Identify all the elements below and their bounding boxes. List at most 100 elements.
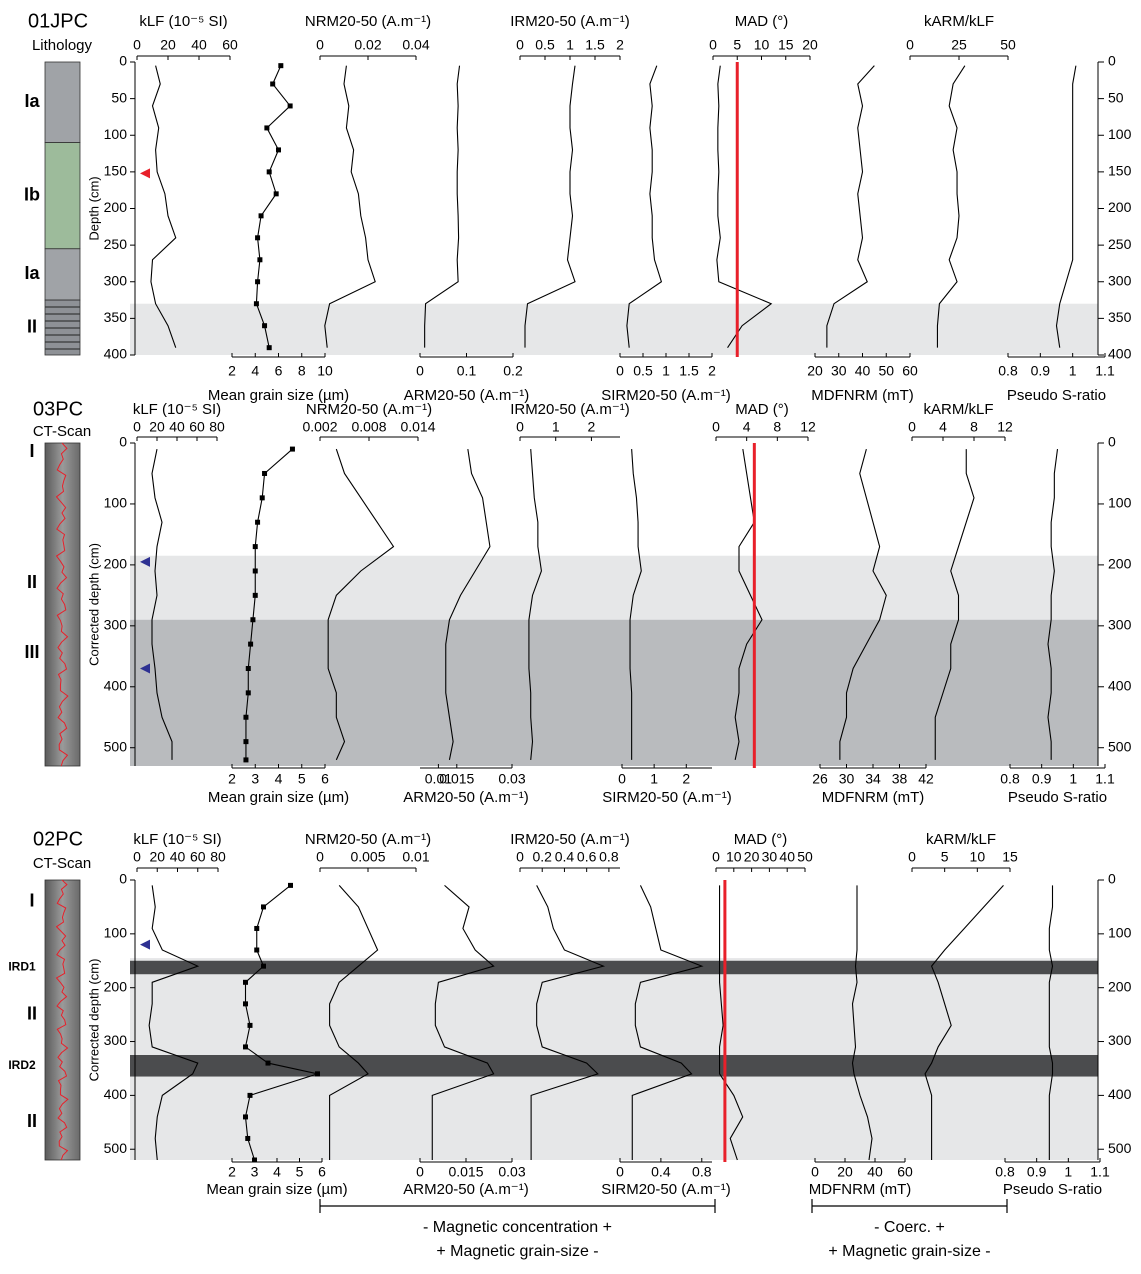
x-tick-label: 50	[1000, 37, 1016, 53]
bracket-label: + Magnetic grain-size -	[828, 1243, 990, 1260]
y-tick-label: 0	[119, 871, 127, 887]
x-tick-label: 0	[618, 771, 626, 787]
x-tick-label: 20	[149, 419, 165, 435]
profile-point	[287, 103, 293, 109]
y-tick-label: 400	[104, 346, 128, 362]
y-tick-label: 300	[104, 272, 128, 288]
zone	[130, 303, 1098, 355]
y-tick-label: 0	[1108, 53, 1116, 69]
y-tick-label: 100	[104, 925, 128, 941]
profile-point	[243, 739, 249, 745]
x-tick-label: 50	[878, 363, 894, 379]
profile-line	[826, 65, 875, 348]
y-tick-label: 50	[111, 89, 127, 105]
axis-name: MDFNRM (mT)	[822, 789, 924, 806]
profile-line	[934, 449, 975, 760]
profile-point	[243, 757, 249, 763]
axis-name: Pseudo S-ratio	[1008, 789, 1107, 806]
lithology-block	[44, 299, 81, 356]
x-tick-label: 1.1	[1095, 363, 1115, 379]
profile-point	[270, 81, 276, 87]
y-axis-label: Corrected depth (cm)	[86, 959, 101, 1082]
bracket-label: - Magnetic concentration +	[423, 1219, 612, 1236]
x-tick-label: 5	[298, 771, 306, 787]
profile-point	[262, 470, 268, 476]
x-tick-label: 1	[552, 419, 560, 435]
axis-name: SIRM20-50 (A.m⁻¹)	[602, 789, 732, 806]
profile-point	[315, 1071, 320, 1077]
x-tick-label: 1	[1069, 363, 1077, 379]
profile-line	[734, 449, 763, 761]
profile-point	[289, 446, 295, 452]
sample-marker	[140, 939, 150, 950]
x-tick-label: 6	[318, 1164, 326, 1180]
x-tick-label: 1.1	[1095, 771, 1115, 787]
x-tick-label: 40	[867, 1164, 883, 1180]
y-tick-label: 100	[1108, 495, 1132, 511]
axis-name: kLF (10⁻⁵ SI)	[133, 831, 221, 848]
x-tick-label: 1	[662, 363, 670, 379]
x-tick-label: 15	[1002, 849, 1018, 865]
bracket	[811, 1199, 1008, 1213]
axis-name: Pseudo S-ratio	[1003, 1181, 1102, 1198]
x-tick-label: 2	[708, 363, 716, 379]
sample-marker	[140, 168, 150, 179]
profile-line	[719, 885, 744, 1161]
x-tick-label: 0	[416, 363, 424, 379]
profile-point	[253, 301, 259, 307]
x-tick-label: 0	[811, 1164, 819, 1180]
x-tick-label: 0.5	[535, 37, 555, 53]
x-tick-label: 40	[170, 849, 186, 865]
x-tick-label: 0.2	[532, 849, 552, 865]
x-tick-label: 1.5	[585, 37, 605, 53]
x-tick-label: 5	[733, 37, 741, 53]
axis-name: MAD (°)	[735, 401, 789, 418]
profile-point	[245, 665, 251, 671]
y-tick-label: 150	[104, 163, 128, 179]
axis-name: kLF (10⁻⁵ SI)	[133, 401, 221, 418]
axis-name: SIRM20-50 (A.m⁻¹)	[601, 1181, 731, 1198]
axis-name: Mean grain size (µm)	[208, 387, 349, 404]
x-tick-label: 26	[812, 771, 828, 787]
profile-point	[252, 568, 258, 574]
profile-point	[288, 882, 293, 888]
ct-trace	[55, 879, 69, 1161]
y-tick-label: 500	[104, 1140, 128, 1156]
y-tick-label: 0	[1108, 434, 1116, 450]
profile-line	[629, 449, 642, 760]
x-tick-label: 6	[321, 771, 329, 787]
x-tick-label: 40	[779, 849, 795, 865]
profile-line	[431, 884, 495, 1160]
x-tick-label: 0.002	[302, 419, 337, 435]
axis-name: kLF (10⁻⁵ SI)	[139, 13, 227, 30]
unit-label: II	[27, 572, 37, 592]
y-tick-label: 500	[1108, 738, 1132, 754]
axis-name: Pseudo S-ratio	[1007, 387, 1106, 404]
unit-label: II	[27, 1003, 37, 1023]
profile-line	[255, 65, 291, 348]
x-tick-label: 8	[773, 419, 781, 435]
x-tick-label: 0.04	[402, 37, 429, 53]
lithology-block	[44, 61, 81, 143]
y-tick-label: 0	[1108, 871, 1116, 887]
x-tick-label: 4	[743, 419, 751, 435]
panel-title: 03PC	[33, 398, 83, 420]
y-axis-label: Depth (cm)	[86, 176, 101, 240]
x-tick-label: 0	[316, 37, 324, 53]
profile-line	[924, 885, 1004, 1160]
x-tick-label: 0.015	[448, 1164, 483, 1180]
x-tick-label: 0	[709, 37, 717, 53]
x-tick-label: 0.5	[633, 363, 653, 379]
x-tick-label: 60	[222, 37, 238, 53]
profile-point	[276, 147, 281, 153]
y-tick-label: 400	[104, 1086, 128, 1102]
y-tick-label: 400	[104, 677, 128, 693]
unit-label: Ia	[24, 263, 40, 283]
axis-name: NRM20-50 (A.m⁻¹)	[305, 831, 431, 848]
profile-line	[245, 448, 293, 760]
x-tick-label: 0	[906, 37, 914, 53]
profile-point	[250, 617, 256, 623]
x-tick-label: 0.02	[354, 37, 381, 53]
x-tick-label: 1.1	[1090, 1164, 1110, 1180]
x-tick-label: 0.8	[599, 849, 619, 865]
